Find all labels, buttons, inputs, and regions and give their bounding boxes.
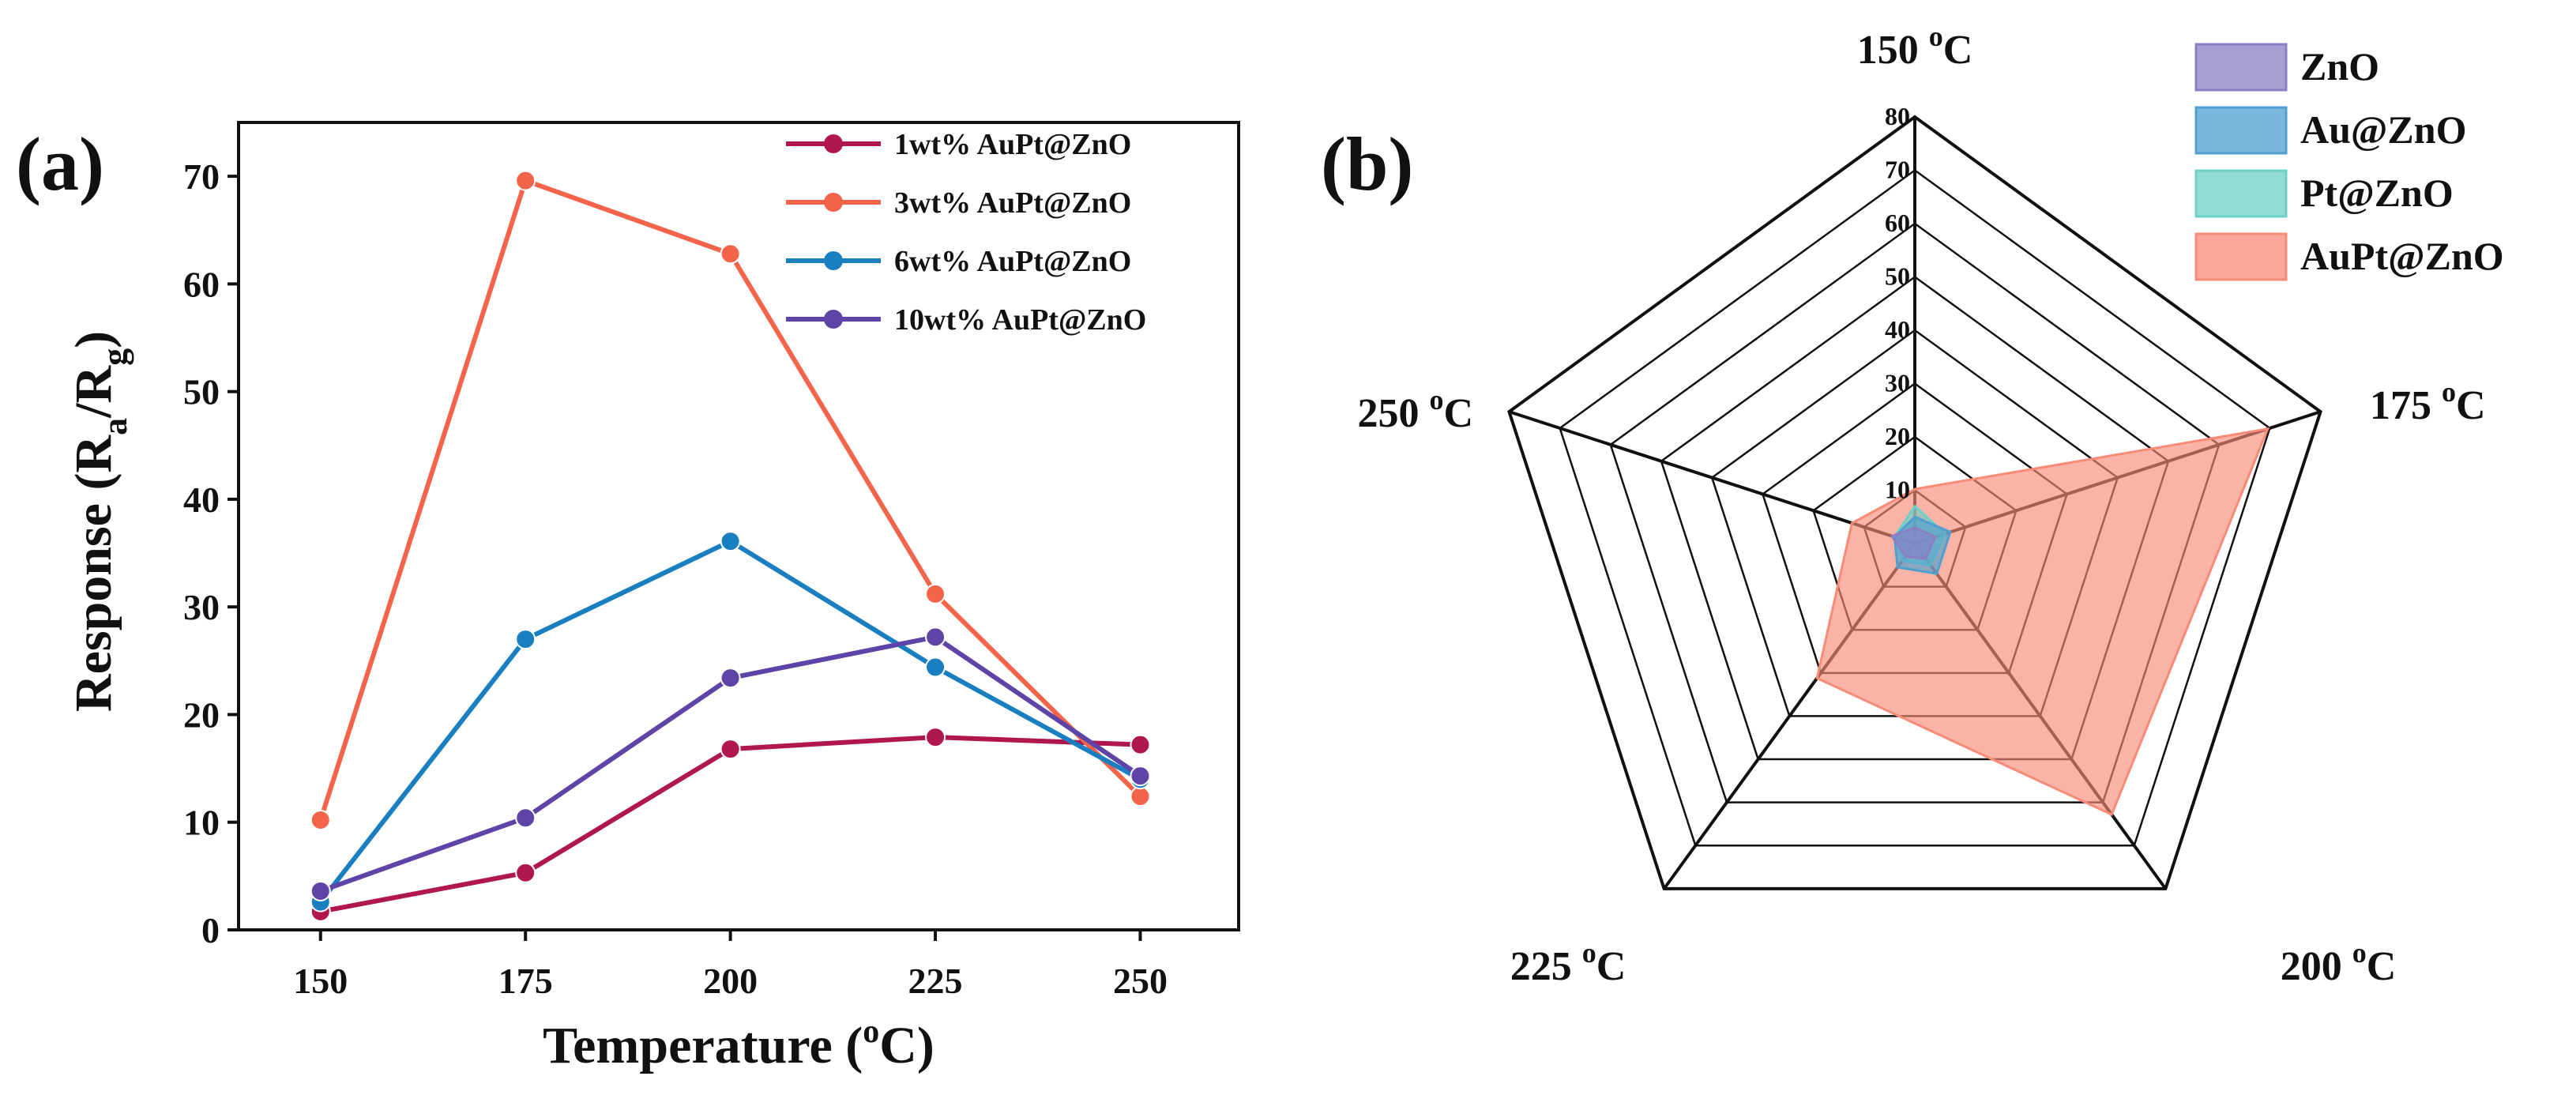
series-1-point: [515, 862, 536, 883]
radar-axis-unit: C: [2367, 944, 2397, 989]
plot-frame-a: [237, 121, 1240, 931]
series-4-point: [1130, 766, 1151, 787]
series-4-point: [925, 626, 946, 648]
legend-label: 1wt% AuPt@ZnO: [894, 128, 1131, 161]
radar-axis-number: 250: [1357, 391, 1429, 436]
y-tick-label: 0: [201, 910, 220, 950]
series-2-point: [925, 583, 946, 604]
legend-label: ZnO: [2300, 44, 2379, 88]
legend-swatch: [2194, 232, 2288, 281]
x-tick-label: 150: [293, 961, 348, 1001]
radar-axis-unit: C: [2456, 383, 2486, 428]
y-tick-label: 20: [183, 694, 220, 735]
series-2-point: [1130, 786, 1151, 807]
line-chart-panel: (a) 0 10 20 30 40 50 60 70 150 175 200 225 250 1wt%…: [16, 121, 1240, 1074]
radar-axis-sup: o: [2352, 937, 2367, 969]
series-4-point: [720, 668, 741, 689]
legend-swatch: [2194, 106, 2288, 155]
radar-axis-label: 225 oC: [1510, 937, 1626, 989]
radar-tick-label: 10: [1885, 476, 1910, 504]
radar-area: [1890, 526, 1937, 560]
series-2-point: [310, 810, 331, 831]
radar-tick-label: 80: [1885, 102, 1910, 130]
series-3-point: [515, 629, 536, 650]
radar-axis-sup: o: [1582, 937, 1596, 969]
x-axis-title-text: Temperature (: [543, 1017, 863, 1074]
legend-label: 6wt% AuPt@ZnO: [894, 245, 1131, 278]
x-axis-title: Temperature (oC): [543, 1014, 935, 1074]
radar-grid-ring: [1559, 168, 2271, 847]
series-1-point: [720, 739, 741, 760]
radar-axis-sup: o: [1429, 384, 1443, 416]
legend-marker: [824, 193, 843, 212]
series-2-point: [720, 243, 741, 265]
radar-grid-ring: [1660, 275, 2170, 761]
legend-marker: [824, 310, 843, 329]
y-axis-title: Response (Ra/Rg): [65, 331, 134, 712]
radar-tick-label: 60: [1885, 209, 1910, 237]
radar-axis-label: 175 oC: [2370, 376, 2486, 428]
radar-grid-ring: [1609, 222, 2221, 803]
radar-axis-number: 175: [2370, 383, 2442, 428]
legend-label: Pt@ZnO: [2300, 171, 2454, 215]
series-1-point: [1130, 734, 1151, 755]
series-2-point: [515, 170, 536, 191]
radar-axis-unit: C: [1443, 391, 1473, 436]
radar-axis-unit: C: [1943, 28, 1973, 73]
radar-axis-sup: o: [1929, 21, 1943, 52]
y-axis-title-mid: /R: [65, 365, 122, 419]
radar-axis-unit: C: [1596, 944, 1626, 989]
legend-label: 3wt% AuPt@ZnO: [894, 186, 1131, 220]
radar-axis-sup: o: [2442, 376, 2456, 408]
panel-label-b: (b): [1321, 122, 1413, 206]
y-tick-label: 40: [183, 480, 220, 520]
series-line-1: [320, 735, 1141, 914]
legend-swatch: [2194, 43, 2288, 92]
y-tick-label: 10: [183, 803, 220, 843]
y-axis-title-sub2: g: [96, 348, 134, 366]
y-tick-label: 60: [183, 264, 220, 304]
radar-axis-label: 150 oC: [1857, 21, 1973, 73]
x-tick-label: 200: [703, 961, 758, 1001]
y-axis-title-text: Response (R: [65, 435, 122, 713]
x-axis-title-end: C): [879, 1017, 935, 1074]
radar-tick-label: 30: [1885, 369, 1910, 397]
legend-marker: [824, 251, 843, 270]
series-3-point: [925, 657, 946, 678]
radar-spoke: [1508, 410, 1916, 545]
series-4-point: [310, 880, 331, 901]
radar-axis-number: 150: [1857, 28, 1929, 73]
radar-axis-label: 250 oC: [1357, 384, 1473, 436]
legend-marker: [824, 134, 843, 153]
radar-tick-label: 40: [1885, 315, 1910, 344]
y-tick-label: 30: [183, 587, 220, 627]
legend-swatch: [2194, 169, 2288, 218]
panel-label-a: (a): [16, 122, 104, 206]
x-axis-title-sup: o: [863, 1014, 879, 1050]
x-tick-label: 175: [498, 961, 553, 1001]
radar-axis-number: 225: [1510, 944, 1582, 989]
radar-tick-label: 70: [1885, 156, 1910, 184]
radar-tick-label: 20: [1885, 422, 1910, 450]
x-tick-label: 225: [908, 961, 963, 1001]
y-axis-title-end: ): [65, 331, 122, 348]
y-tick-label: 50: [183, 372, 220, 412]
y-tick-label: 70: [183, 156, 220, 197]
y-axis-title-sub1: a: [96, 418, 134, 435]
radar-tick-label: 50: [1885, 262, 1910, 291]
radar-axis-number: 200: [2281, 944, 2352, 989]
x-tick-label: 250: [1113, 961, 1168, 1001]
series-1-point: [925, 727, 946, 748]
legend-label: Au@ZnO: [2300, 107, 2466, 152]
series-4-point: [515, 807, 536, 829]
series-3-point: [720, 531, 741, 552]
legend-label: AuPt@ZnO: [2300, 234, 2504, 278]
radar-axis-label: 200 oC: [2281, 937, 2397, 989]
radar-grid-ring: [1507, 115, 2322, 890]
legend-label: 10wt% AuPt@ZnO: [894, 303, 1146, 337]
